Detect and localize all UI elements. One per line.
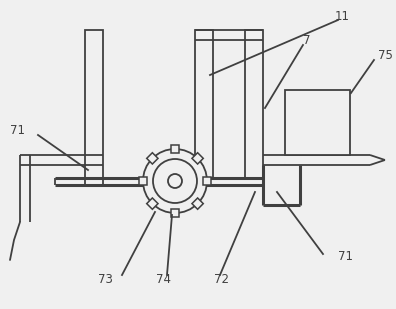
Bar <box>203 177 211 185</box>
Text: 71: 71 <box>338 251 353 264</box>
Bar <box>171 145 179 153</box>
Bar <box>147 198 158 209</box>
Text: 72: 72 <box>215 273 230 286</box>
Bar <box>245 30 263 178</box>
Bar <box>192 153 203 164</box>
Bar <box>85 30 103 185</box>
Circle shape <box>168 174 182 188</box>
Text: 74: 74 <box>156 273 171 286</box>
Bar <box>171 209 179 217</box>
Circle shape <box>143 149 207 213</box>
Bar <box>147 153 158 164</box>
Text: 71: 71 <box>11 124 25 137</box>
Text: 7: 7 <box>303 33 311 47</box>
Bar <box>139 177 147 185</box>
Bar <box>285 90 350 155</box>
Text: 73: 73 <box>97 273 112 286</box>
Bar <box>195 30 213 178</box>
Circle shape <box>153 159 197 203</box>
Bar <box>192 198 203 209</box>
Text: 75: 75 <box>378 49 393 61</box>
Text: 11: 11 <box>335 10 350 23</box>
